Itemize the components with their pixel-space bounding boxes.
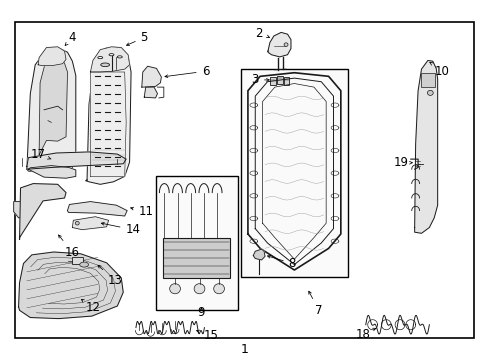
Text: 7: 7	[308, 291, 322, 317]
Text: 6: 6	[164, 65, 209, 78]
Polygon shape	[267, 32, 290, 57]
Polygon shape	[142, 66, 161, 87]
Text: 11: 11	[130, 205, 153, 218]
Polygon shape	[27, 48, 76, 176]
Text: 2: 2	[255, 27, 269, 40]
Polygon shape	[14, 202, 20, 218]
Text: 13: 13	[98, 265, 122, 287]
Bar	[240, 69, 347, 277]
Bar	[15, 22, 473, 338]
Text: 16: 16	[59, 235, 80, 258]
Ellipse shape	[101, 63, 109, 67]
Ellipse shape	[427, 90, 432, 95]
Polygon shape	[38, 47, 66, 66]
Polygon shape	[144, 87, 157, 98]
Bar	[283, 77, 289, 85]
Polygon shape	[39, 55, 67, 155]
Bar	[163, 238, 230, 278]
Ellipse shape	[98, 57, 102, 59]
Text: 4: 4	[65, 31, 76, 45]
Polygon shape	[28, 166, 76, 178]
Polygon shape	[85, 48, 131, 184]
Ellipse shape	[80, 262, 88, 267]
Polygon shape	[20, 184, 66, 239]
Bar	[155, 176, 237, 310]
Ellipse shape	[109, 54, 114, 56]
Ellipse shape	[284, 43, 287, 46]
Ellipse shape	[75, 221, 79, 225]
Polygon shape	[19, 252, 123, 319]
Polygon shape	[253, 249, 264, 260]
Bar	[72, 257, 83, 264]
Ellipse shape	[117, 56, 122, 58]
Text: 15: 15	[196, 329, 218, 342]
Text: 3: 3	[251, 73, 269, 86]
Text: 19: 19	[393, 156, 411, 169]
Polygon shape	[67, 202, 127, 216]
Polygon shape	[90, 72, 126, 176]
Text: 18: 18	[355, 328, 375, 341]
Ellipse shape	[169, 284, 180, 294]
Text: 12: 12	[81, 299, 100, 314]
Polygon shape	[27, 152, 126, 169]
Text: 8: 8	[267, 255, 296, 270]
Text: 17: 17	[31, 148, 51, 161]
Text: 9: 9	[197, 306, 205, 319]
Bar	[276, 76, 282, 84]
Text: 1: 1	[240, 343, 248, 356]
Polygon shape	[72, 217, 108, 230]
Bar	[269, 77, 275, 85]
Ellipse shape	[213, 284, 224, 294]
Polygon shape	[414, 60, 437, 233]
Text: 10: 10	[429, 62, 449, 78]
Bar	[420, 73, 434, 87]
Polygon shape	[90, 47, 129, 72]
Text: 14: 14	[101, 222, 140, 236]
Text: 5: 5	[126, 31, 148, 45]
Ellipse shape	[194, 284, 204, 294]
